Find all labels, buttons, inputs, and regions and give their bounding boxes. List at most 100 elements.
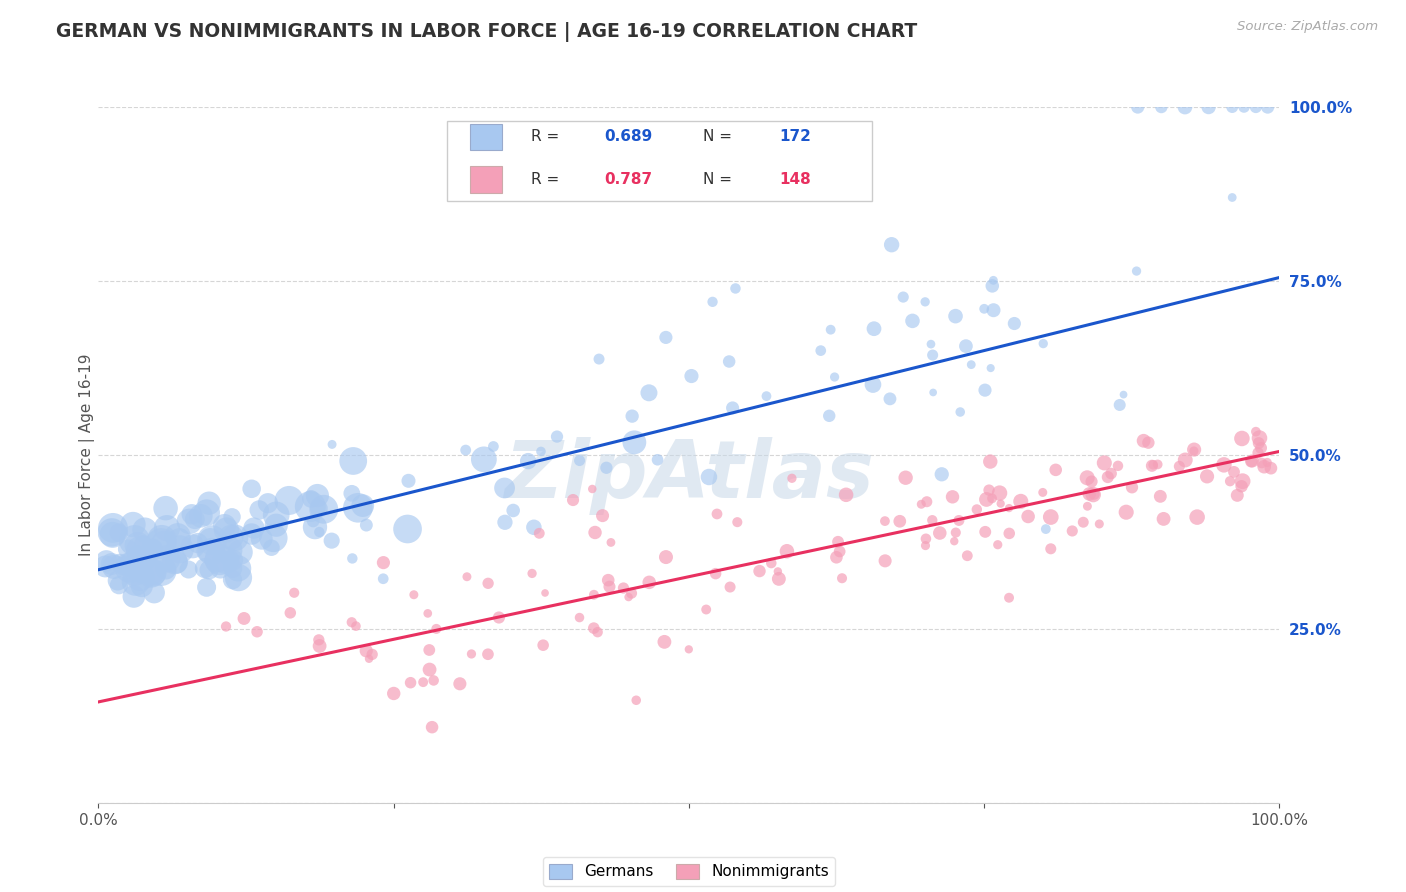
Point [681, 369, 703, 384]
Point [1149, 489, 1171, 503]
Point [1150, 100, 1173, 114]
Point [240, 482, 263, 496]
Point [107, 574, 129, 588]
Text: R =: R = [531, 172, 565, 187]
Point [1197, 469, 1219, 483]
Point [302, 514, 325, 528]
Point [135, 551, 157, 566]
Point [233, 611, 256, 625]
Point [472, 452, 495, 467]
Point [352, 499, 374, 513]
Point [612, 581, 634, 595]
Point [129, 543, 152, 558]
Point [873, 514, 896, 528]
Point [142, 566, 165, 580]
Point [617, 590, 640, 604]
Point [825, 550, 848, 565]
Point [454, 443, 477, 458]
Point [187, 536, 209, 550]
Point [150, 533, 173, 547]
Point [1247, 436, 1270, 450]
Point [166, 529, 188, 543]
Point [299, 491, 322, 506]
Point [583, 525, 606, 540]
Point [1017, 509, 1039, 524]
Point [402, 588, 425, 602]
Point [1142, 458, 1164, 472]
Point [1097, 470, 1119, 484]
Point [598, 573, 620, 587]
Text: N =: N = [703, 172, 737, 187]
Point [344, 619, 367, 633]
Point [546, 429, 568, 443]
Point [638, 575, 661, 590]
Point [141, 542, 163, 557]
Point [600, 535, 623, 549]
Point [901, 314, 924, 328]
Point [1126, 100, 1149, 114]
Point [195, 506, 218, 520]
Point [945, 309, 967, 323]
Point [827, 534, 849, 549]
Point [118, 560, 141, 574]
Point [354, 644, 377, 658]
Point [880, 237, 903, 252]
Point [980, 361, 1002, 376]
Point [718, 354, 741, 368]
Point [761, 556, 783, 570]
Point [983, 273, 1005, 287]
Point [1107, 458, 1129, 473]
Point [112, 558, 135, 573]
Point [1140, 458, 1163, 473]
Point [1198, 100, 1220, 114]
Point [1220, 190, 1243, 204]
Text: 172: 172 [779, 129, 811, 145]
Point [582, 621, 605, 635]
Point [974, 524, 997, 539]
Point [214, 518, 236, 533]
Point [278, 493, 301, 508]
Point [1253, 459, 1275, 474]
Point [581, 482, 603, 496]
Point [1223, 465, 1246, 479]
Point [1185, 510, 1208, 524]
Point [412, 675, 434, 690]
Point [915, 532, 938, 546]
Point [724, 281, 747, 295]
Point [155, 501, 177, 516]
Point [595, 460, 617, 475]
Point [920, 337, 942, 351]
Point [177, 562, 200, 576]
Point [945, 525, 967, 540]
Point [127, 549, 149, 564]
Point [914, 539, 936, 553]
Point [209, 553, 232, 567]
Point [357, 652, 380, 666]
Point [1250, 456, 1272, 470]
Point [517, 454, 540, 468]
Point [304, 520, 326, 534]
Point [226, 561, 249, 575]
Point [655, 330, 678, 344]
Point [1182, 444, 1205, 458]
Point [198, 563, 221, 577]
Point [219, 530, 242, 544]
Point [221, 509, 243, 524]
Y-axis label: In Labor Force | Age 16-19: In Labor Force | Age 16-19 [79, 353, 96, 557]
Text: Source: ZipAtlas.com: Source: ZipAtlas.com [1237, 20, 1378, 33]
Point [179, 514, 201, 528]
Point [308, 632, 330, 647]
Point [592, 508, 614, 523]
Point [1083, 487, 1105, 501]
Point [1032, 485, 1054, 500]
Text: N =: N = [703, 129, 737, 145]
Point [321, 533, 343, 548]
Point [976, 492, 998, 507]
Point [1244, 100, 1267, 114]
Point [598, 580, 620, 594]
Point [94, 559, 117, 574]
Point [169, 533, 191, 547]
Point [215, 523, 238, 537]
Point [122, 590, 145, 604]
Point [1174, 453, 1197, 467]
